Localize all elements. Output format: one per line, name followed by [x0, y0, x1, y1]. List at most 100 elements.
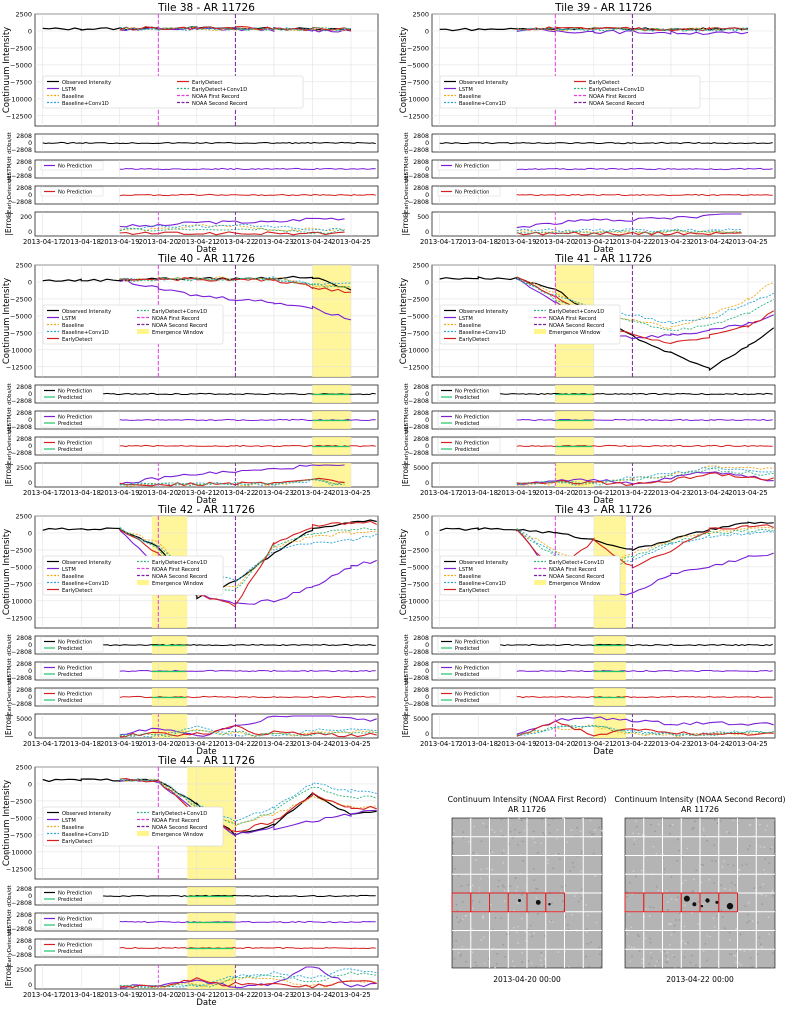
x-tick-label: 2013-04-20	[139, 740, 179, 748]
x-tick-label: 2013-04-25	[331, 991, 371, 999]
deriv-tick-label: 0	[425, 391, 429, 398]
y-tick-label: −7500	[10, 78, 32, 86]
x-tick-label: 2013-04-24	[293, 740, 333, 748]
granulation	[580, 852, 583, 855]
error-line	[516, 228, 742, 233]
granulation	[540, 842, 543, 845]
error-ylabel: |Error|	[4, 965, 13, 988]
granulation	[550, 919, 553, 922]
error-tick-label: 500	[417, 214, 429, 221]
deriv-legend-label: No Prediction	[58, 164, 92, 170]
granulation	[665, 960, 667, 963]
granulation	[501, 834, 504, 837]
granulation	[669, 824, 671, 827]
tile-panel: Tile 43 - AR 11726 2500 0 −2500 −5000 −7500 −1…	[399, 504, 776, 757]
granulation	[457, 951, 460, 954]
image-title: Continuum Intensity (NOAA First Record)	[448, 795, 607, 804]
deriv-legend-label: Predicted	[58, 897, 82, 903]
y-tick-label: −12500	[6, 865, 32, 873]
granulation	[674, 924, 676, 927]
granulation	[568, 966, 570, 968]
granulation	[512, 909, 515, 912]
granulation	[669, 944, 671, 946]
granulation	[481, 915, 484, 918]
granulation	[533, 830, 535, 833]
granulation	[577, 900, 580, 903]
series-line	[119, 279, 352, 321]
granulation	[746, 848, 749, 851]
granulation	[665, 890, 668, 892]
granulation	[459, 955, 462, 957]
deriv-legend-label: No Prediction	[455, 441, 489, 447]
legend-label: Emergence Window	[152, 330, 204, 336]
granulation	[491, 868, 493, 871]
y-tick-label: −10000	[6, 597, 32, 605]
granulation	[741, 864, 744, 867]
series-line	[516, 277, 774, 331]
granulation	[482, 936, 485, 939]
tile-panel: Tile 42 - AR 11726 2500 0 −2500 −5000 −7500 −1…	[2, 504, 379, 757]
tile-title: Tile 43 - AR 11726	[554, 504, 652, 516]
granulation	[702, 829, 705, 832]
y-tick-label: −2500	[10, 44, 32, 52]
granulation	[772, 952, 774, 955]
granulation	[689, 961, 692, 964]
deriv-legend-box	[437, 437, 501, 454]
granulation	[744, 905, 747, 908]
deriv-legend-box	[437, 662, 501, 679]
x-tick-label: 2013-04-21	[177, 740, 217, 748]
granulation	[503, 886, 505, 888]
x-tick-label: 2013-04-21	[574, 238, 614, 246]
series-line	[516, 276, 774, 345]
x-tick-label: 2013-04-18	[61, 489, 101, 497]
derivative-line	[119, 193, 376, 197]
granulation	[734, 884, 736, 886]
legend-box	[42, 555, 224, 596]
granulation	[713, 926, 716, 928]
granulation	[700, 863, 703, 866]
deriv-tick-label: −2808	[408, 450, 429, 457]
derivative-line	[516, 193, 773, 197]
x-tick-label: 2013-04-25	[331, 489, 371, 497]
granulation	[502, 861, 505, 864]
deriv-tick-label: 2808	[16, 912, 32, 919]
granulation	[633, 946, 636, 949]
y-tick-label: −7500	[407, 78, 429, 86]
granulation	[516, 925, 519, 928]
granulation	[763, 846, 766, 849]
y-tick-label: 2500	[15, 262, 32, 270]
y-tick-label: −5000	[407, 563, 429, 571]
x-tick-label: 2013-04-19	[497, 238, 537, 246]
granulation	[632, 870, 635, 872]
deriv-ylabel: dLSTM/dt	[404, 657, 410, 683]
deriv-tick-label: 2808	[16, 436, 32, 443]
x-tick-label: 2013-04-18	[458, 740, 498, 748]
granulation	[670, 898, 673, 900]
granulation	[556, 837, 558, 840]
granulation	[462, 901, 464, 903]
granulation	[494, 917, 497, 919]
deriv-tick-label: 2808	[16, 661, 32, 668]
deriv-tick-label: 2808	[16, 384, 32, 391]
deriv-tick-label: −2808	[408, 649, 429, 656]
y-tick-label: 0	[425, 27, 429, 35]
granulation	[503, 900, 506, 902]
granulation	[483, 962, 486, 965]
deriv-legend-box	[437, 688, 501, 705]
granulation	[654, 964, 657, 967]
x-tick-label: 2013-04-23	[254, 740, 294, 748]
y-tick-label: −7500	[10, 580, 32, 588]
granulation	[706, 839, 708, 842]
granulation	[581, 888, 583, 891]
error-axes	[34, 211, 379, 237]
series-line	[516, 279, 774, 325]
deriv-legend-box	[40, 688, 104, 705]
granulation	[652, 906, 655, 909]
granulation	[695, 891, 697, 893]
y-tick-label: 2500	[412, 11, 429, 19]
deriv-legend-label: No Prediction	[58, 389, 92, 395]
granulation	[535, 897, 538, 899]
deriv-legend-label: No Prediction	[58, 943, 92, 949]
